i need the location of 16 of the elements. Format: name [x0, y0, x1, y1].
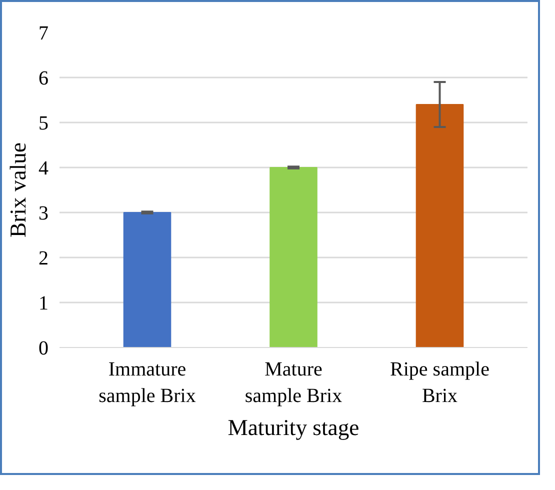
x-tick-label: Mature sample Brix [244, 358, 342, 407]
y-tick-label: 6 [38, 68, 48, 90]
y-axis-title: Brix value [6, 142, 30, 238]
x-axis-title: Maturity stage [228, 414, 360, 440]
bar [270, 167, 318, 348]
y-tick-label: 1 [38, 292, 48, 314]
y-tick-label: 0 [38, 338, 48, 360]
y-tick-label: 3 [38, 202, 48, 224]
x-tick-label: Ripe sample Brix [390, 358, 490, 407]
y-tick-label: 5 [38, 112, 48, 134]
y-tick-label: 2 [38, 248, 48, 270]
x-tick-label: Immature sample Brix [98, 358, 196, 407]
bar [416, 104, 464, 348]
y-tick-label: 7 [38, 22, 48, 44]
bar [123, 212, 172, 348]
y-tick-label: 4 [38, 158, 48, 180]
